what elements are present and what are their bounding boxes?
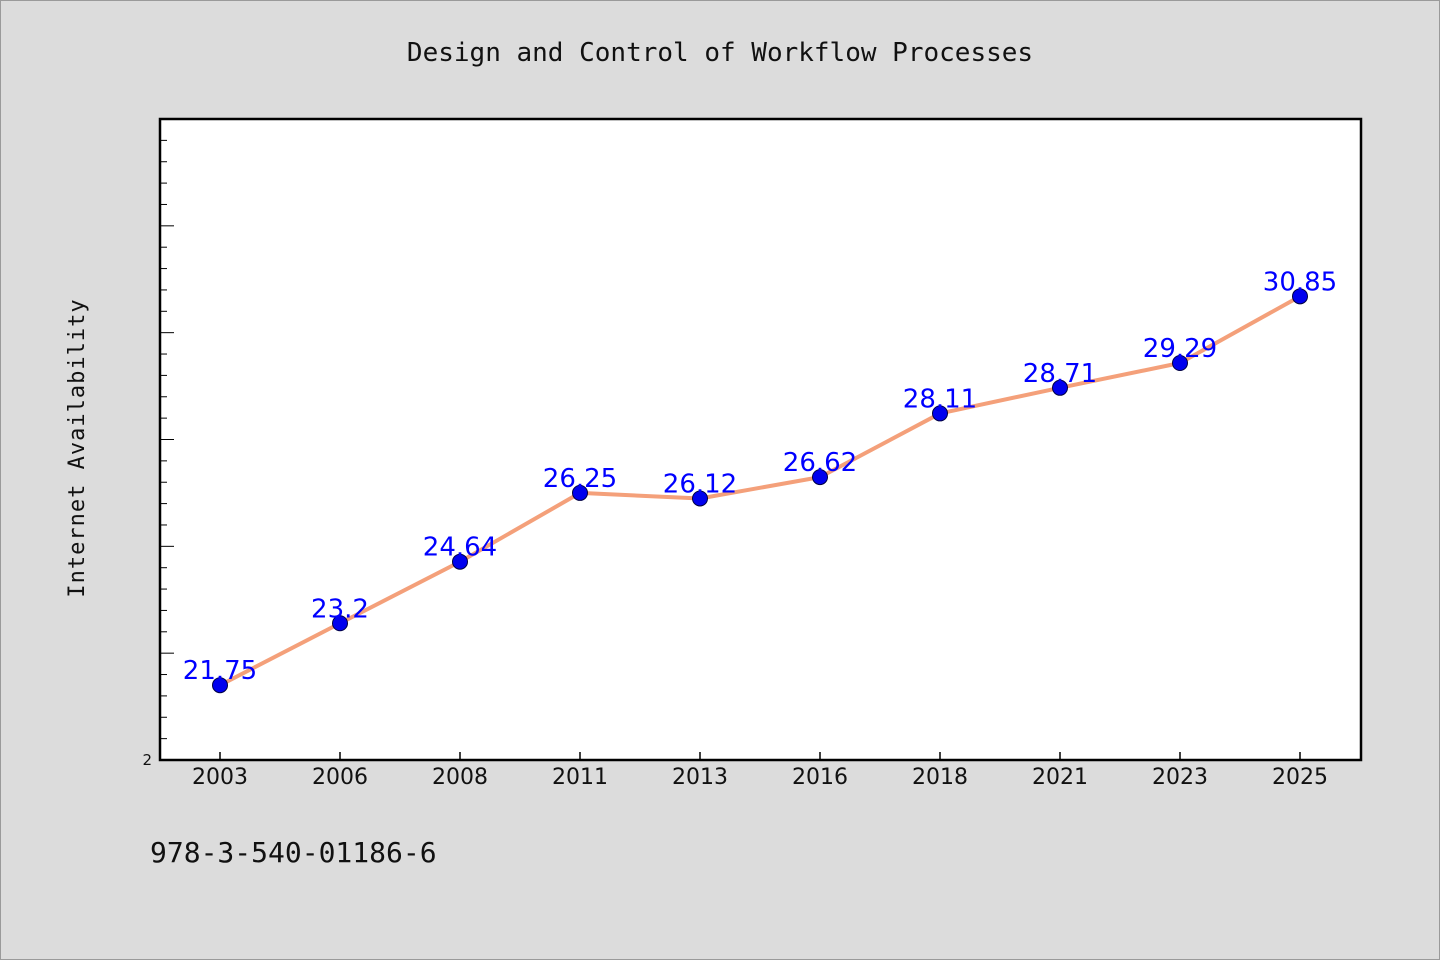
x-tick-label: 2008 [432,765,488,790]
x-tick-label: 2011 [552,765,608,790]
data-point [692,490,708,507]
data-point [1052,379,1068,396]
x-tick-label: 2006 [312,765,368,790]
series-layer [212,288,1308,694]
data-label: 26.62 [783,448,857,478]
x-tick-label: 2023 [1152,765,1208,790]
x-tick-label: 2021 [1032,765,1088,790]
isbn-footer: 978-3-540-01186-6 [150,836,437,869]
data-point [572,484,588,501]
data-point [332,615,348,632]
x-tick-label: 2016 [792,765,848,790]
data-point [1172,355,1188,372]
x-tick-label: 2003 [192,765,248,790]
data-point [1292,288,1308,305]
data-label: 29.29 [1143,334,1217,364]
data-labels: 21.75 23.2 24.64 26.25 26.12 26.62 28.11 28.71 2… [183,267,1337,686]
data-label: 26.12 [663,469,737,499]
data-label: 23.2 [311,594,369,624]
plot-area [158,117,1363,762]
y-axis-ticks: 2 [142,139,174,769]
data-label: 26.25 [543,464,617,494]
data-point [812,469,828,486]
data-point [932,405,948,422]
x-tick-label: 2013 [672,765,728,790]
y-tick-label: 2 [142,751,152,769]
data-point [212,677,228,694]
x-tick-label: 2018 [912,765,968,790]
data-label: 28.11 [903,384,977,414]
data-point [452,553,468,570]
x-axis-ticks: 2003 2006 2008 2011 2013 2016 2018 2021 2023 2025 [192,752,1328,790]
chart-title: Design and Control of Workflow Processes [407,38,1033,68]
data-label: 21.75 [183,656,257,686]
data-label: 28.71 [1023,359,1097,389]
data-label: 24.64 [423,533,497,563]
series-line [218,294,1302,688]
y-axis-label: Internet Availability [65,298,90,597]
x-tick-label: 2025 [1272,765,1328,790]
data-label: 30.85 [1263,267,1337,297]
